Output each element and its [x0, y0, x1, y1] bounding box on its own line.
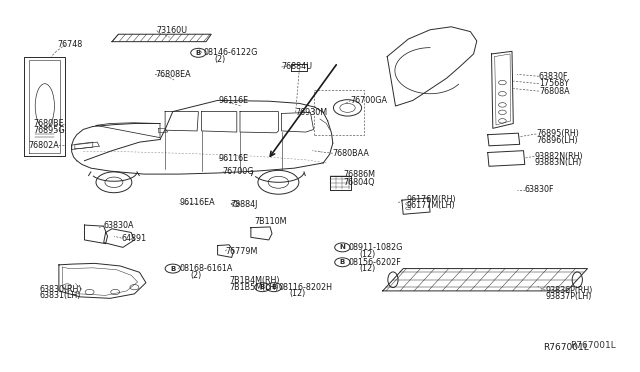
Text: 63830A: 63830A	[104, 221, 134, 230]
Text: 93836P(RH): 93836P(RH)	[545, 286, 593, 295]
Text: 08146-6122G: 08146-6122G	[204, 48, 258, 57]
Text: 73160U: 73160U	[157, 26, 188, 35]
Text: 76895(RH): 76895(RH)	[536, 129, 579, 138]
Text: B: B	[170, 266, 175, 272]
Text: 76700G: 76700G	[223, 167, 254, 176]
Text: 96116E: 96116E	[219, 154, 249, 163]
Text: 7B1B5M(LH): 7B1B5M(LH)	[229, 283, 278, 292]
Text: 17568Y: 17568Y	[539, 79, 569, 88]
Text: 63830(RH): 63830(RH)	[40, 285, 82, 294]
Text: 76808EA: 76808EA	[155, 70, 191, 79]
Text: 96177M(LH): 96177M(LH)	[406, 201, 455, 210]
Text: 7680BE: 7680BE	[33, 119, 64, 128]
Text: (12): (12)	[289, 289, 305, 298]
Text: 93837P(LH): 93837P(LH)	[545, 292, 591, 301]
Text: R767001L: R767001L	[543, 343, 589, 352]
Text: 76804Q: 76804Q	[343, 178, 374, 187]
Text: 7B110M: 7B110M	[255, 217, 287, 226]
Text: 76886M: 76886M	[343, 170, 375, 179]
Text: B: B	[260, 284, 265, 290]
Text: 76748: 76748	[58, 40, 83, 49]
Text: 08168-6161A: 08168-6161A	[179, 264, 232, 273]
Text: (2): (2)	[214, 55, 226, 64]
Text: (2): (2)	[191, 271, 202, 280]
Text: 7680BAA: 7680BAA	[333, 149, 370, 158]
Text: 08911-1082G: 08911-1082G	[349, 243, 403, 252]
Text: 96116E: 96116E	[219, 96, 249, 105]
Text: 76930M: 76930M	[296, 108, 328, 117]
Text: (12): (12)	[360, 264, 376, 273]
Text: B: B	[340, 259, 345, 265]
Text: 78884J: 78884J	[230, 200, 258, 209]
Text: 93882N(RH): 93882N(RH)	[534, 152, 583, 161]
Text: 08116-8202H: 08116-8202H	[278, 283, 332, 292]
Text: 63830F: 63830F	[539, 72, 568, 81]
Text: B: B	[196, 50, 201, 56]
Text: 76802A: 76802A	[29, 141, 60, 150]
Text: 93883N(LH): 93883N(LH)	[534, 158, 582, 167]
Text: 7B1B4M(RH): 7B1B4M(RH)	[229, 276, 280, 285]
Text: N: N	[339, 244, 346, 250]
Text: (12): (12)	[360, 250, 376, 259]
Text: 63830F: 63830F	[525, 185, 554, 194]
Text: R767001L: R767001L	[570, 341, 616, 350]
Text: 76779M: 76779M	[225, 247, 258, 256]
Text: 08156-6202F: 08156-6202F	[349, 258, 401, 267]
Text: 76895G: 76895G	[33, 126, 65, 135]
Text: 63831(LH): 63831(LH)	[40, 291, 81, 300]
Text: B: B	[271, 284, 276, 290]
Text: 76896(LH): 76896(LH)	[536, 136, 578, 145]
Text: 76884U: 76884U	[282, 62, 313, 71]
Text: 96176M(RH): 96176M(RH)	[406, 195, 456, 203]
Text: 64891: 64891	[122, 234, 147, 243]
Text: 96116EA: 96116EA	[179, 198, 215, 207]
Text: 76700GA: 76700GA	[351, 96, 388, 105]
Text: 76808A: 76808A	[539, 87, 570, 96]
